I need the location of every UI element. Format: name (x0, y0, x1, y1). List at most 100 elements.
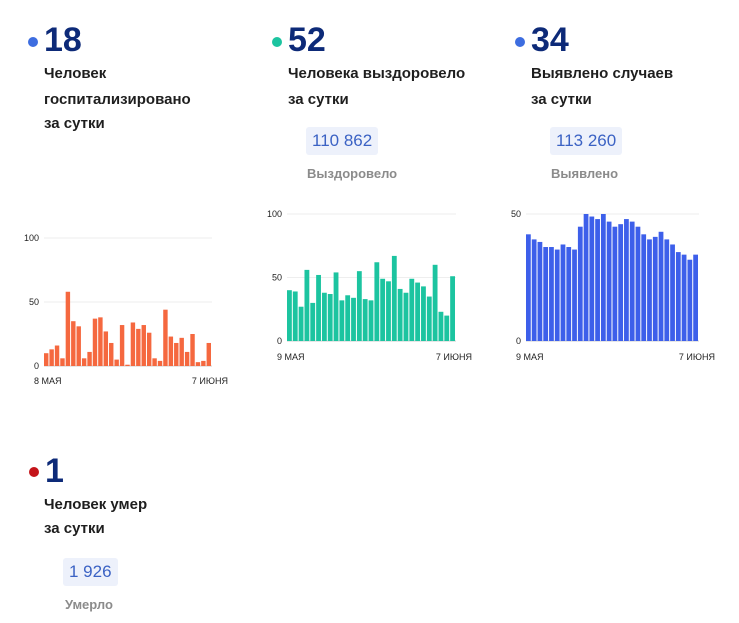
hospitalized-label-3: за сутки (44, 115, 105, 132)
recovered-xlabel-end: 7 ИЮНЯ (436, 352, 472, 362)
recovered-label-2: за сутки (288, 91, 349, 108)
hospitalized-bar (109, 342, 114, 366)
recovered-bar (356, 271, 362, 341)
hospitalized-bar (71, 321, 76, 366)
cases-bar (681, 254, 687, 341)
recovered-bar (362, 299, 368, 341)
recovered-total: 110 862 (306, 127, 379, 155)
cases-bar (664, 239, 670, 341)
cases-bar (566, 247, 572, 341)
recovered-bar (409, 278, 415, 341)
recovered-ytick-label: 50 (272, 273, 282, 283)
recovered-bar (426, 296, 432, 341)
hospitalized-bar (87, 351, 92, 366)
recovered-bar (415, 282, 421, 341)
cases-bar (658, 231, 664, 341)
recovered-bar (374, 262, 380, 341)
hospitalized-value: 18 (44, 21, 82, 59)
status-dot-icon (272, 37, 282, 47)
hospitalized-bar (201, 360, 206, 366)
hospitalized-bar (184, 351, 190, 366)
recovered-bar (368, 300, 374, 341)
hospitalized-bar (136, 328, 141, 366)
recovered-bar (444, 315, 450, 341)
recovered-bar (333, 272, 339, 341)
cases-bar (687, 259, 693, 341)
recovered-bar (287, 290, 292, 341)
status-dot-icon (29, 467, 39, 477)
deaths-total: 1 926 (63, 558, 118, 586)
cases-label-2: за сутки (531, 91, 592, 108)
status-dot-icon (28, 37, 38, 47)
recovered-bar (438, 311, 444, 341)
hospitalized-bar (98, 317, 103, 366)
recovered-ytick-label: 0 (277, 336, 282, 346)
cases-bar (629, 221, 635, 341)
cases-bar (560, 244, 566, 341)
recovered-bar (432, 264, 438, 341)
hospitalized-bar (119, 325, 125, 366)
cases-bar (641, 234, 647, 341)
hospitalized-ytick-label: 100 (24, 233, 39, 243)
deaths-value: 1 (45, 452, 64, 490)
recovered-bar (304, 269, 310, 341)
hospitalized-ytick-label: 0 (34, 361, 39, 371)
cases-bar (647, 239, 652, 341)
recovered-xlabel-start: 9 МАЯ (277, 352, 305, 362)
hospitalized-bar (146, 332, 152, 366)
recovered-bar (380, 278, 386, 341)
recovered-value: 52 (288, 21, 326, 59)
deaths-label-2: за сутки (44, 520, 105, 537)
cases-bar (549, 247, 554, 341)
cases-bar (618, 224, 624, 341)
recovered-bar (298, 306, 304, 341)
recovered-bar (403, 292, 409, 341)
hospitalized-bar (76, 326, 81, 366)
recovered-bar (421, 286, 426, 341)
cases-bar (526, 234, 531, 341)
cases-total: 113 260 (550, 127, 623, 155)
recovered-ytick-label: 100 (267, 209, 282, 219)
cases-bar (537, 241, 543, 341)
recovered-bar (386, 281, 391, 341)
cases-xlabel-start: 9 МАЯ (516, 352, 544, 362)
status-dot-icon (515, 37, 525, 47)
cases-bar (554, 249, 560, 341)
hospitalized-bar (141, 325, 146, 366)
cases-bar (543, 247, 549, 341)
hospitalized-bar (130, 322, 136, 366)
hospitalized-bar (103, 331, 109, 366)
recovered-bar (397, 288, 403, 341)
recovered-bar (327, 294, 333, 341)
recovered-bar (351, 297, 356, 341)
cases-bar (670, 244, 675, 341)
recovered-bar (345, 295, 351, 341)
recovered-bar (450, 276, 455, 341)
cases-xlabel-end: 7 ИЮНЯ (679, 352, 715, 362)
recovered-bar (321, 292, 327, 341)
hospitalized-bar (114, 359, 119, 366)
hospitalized-bar (49, 349, 54, 366)
cases-bar (693, 254, 698, 341)
hospitalized-bar (152, 358, 157, 366)
cases-label-1: Выявлено случаев (531, 65, 674, 82)
hospitalized-bar (60, 358, 65, 366)
hospitalized-bar (54, 345, 60, 366)
cases-bar (675, 252, 681, 341)
cases-bar (577, 226, 583, 341)
hospitalized-xlabel-start: 8 МАЯ (34, 376, 62, 386)
hospitalized-bar (163, 309, 168, 366)
cases-bar (606, 221, 612, 341)
hospitalized-bar (206, 342, 211, 366)
cases-total-label: Выявлено (551, 166, 619, 181)
cases-bar (600, 214, 606, 341)
cases-bar (624, 219, 629, 341)
hospitalized-ytick-label: 50 (29, 297, 39, 307)
deaths-total-label: Умерло (65, 597, 113, 612)
recovered-bar (339, 300, 345, 341)
hospitalized-bar (81, 358, 87, 366)
deaths-label-1: Человек умер (44, 496, 148, 513)
hospitalized-bar (168, 336, 174, 366)
cases-bar (612, 226, 618, 341)
recovered-label-1: Человека выздоровело (288, 65, 466, 82)
